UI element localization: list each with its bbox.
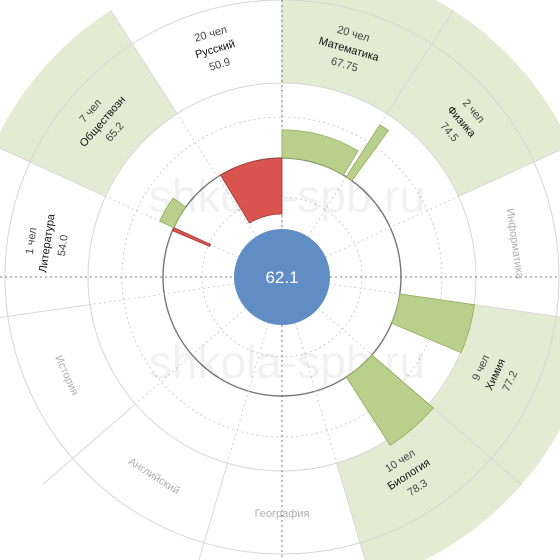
sector-divider-dashed [176, 113, 257, 237]
sector-divider [336, 463, 366, 560]
sector-divider-dashed [105, 196, 239, 258]
highlight-band [0, 10, 178, 197]
sector-name: Литература [37, 212, 57, 273]
sector-name: Английский [126, 456, 182, 498]
sector-name: Информатика [504, 208, 526, 281]
highlight-band [282, 0, 454, 114]
sector-divider [42, 403, 136, 485]
sector-divider-dashed [135, 308, 246, 405]
bar-Литература [171, 227, 212, 247]
sector-name: География [255, 508, 310, 520]
bar-Химия [391, 293, 475, 354]
center-value: 62.1 [265, 268, 298, 287]
sector-divider-dashed [295, 322, 338, 464]
bar-Физика [345, 124, 389, 182]
sector-count: 1 чел [24, 227, 40, 256]
sector-divider [0, 147, 106, 197]
sector-divider [386, 10, 454, 115]
bar-Математика [281, 129, 359, 176]
sector-divider [0, 304, 91, 319]
sector-divider [198, 463, 228, 560]
sector-label-group: История [52, 354, 81, 398]
sector-divider [473, 304, 560, 318]
sector-divider [110, 10, 178, 115]
center-circle [234, 229, 330, 325]
sector-name: История [52, 354, 81, 398]
sector-divider-dashed [325, 196, 459, 258]
watermark-text: shkola-spb.ru [149, 170, 425, 222]
sector-divider-dashed [89, 283, 235, 306]
sector-label-group: География [255, 508, 310, 520]
highlight-band [428, 304, 560, 485]
sector-label-group: Информатика [504, 208, 526, 281]
sector-divider-dashed [226, 322, 269, 464]
sector-divider [458, 149, 560, 197]
sector-score: 54.0 [56, 234, 71, 257]
highlight-band [386, 10, 560, 197]
bar-Русский [219, 157, 283, 224]
bar-Биология [345, 354, 434, 446]
sector-score: 50.9 [208, 56, 232, 74]
sector-divider [428, 403, 522, 485]
bar-Обществознание [159, 197, 187, 229]
sector-label-group: Английский [126, 456, 182, 498]
